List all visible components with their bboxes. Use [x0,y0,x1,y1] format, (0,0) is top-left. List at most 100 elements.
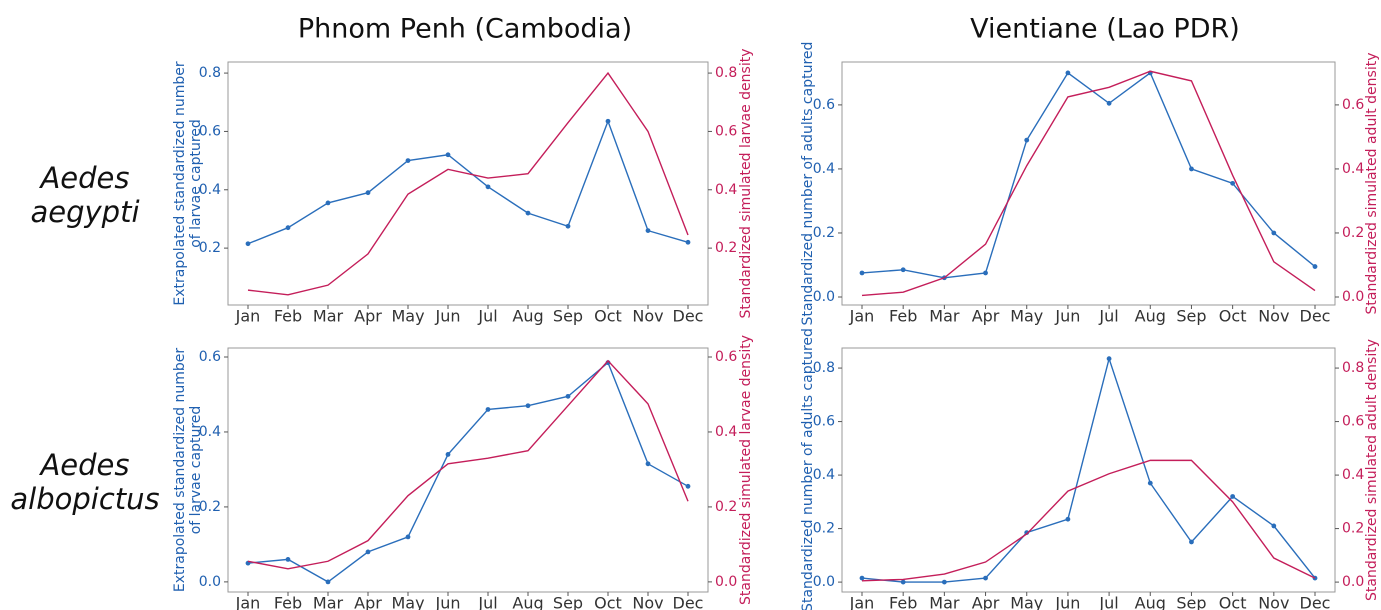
x-tick-label: May [391,307,424,326]
y-tick-label: 0.0 [813,574,835,590]
x-tick-label: Aug [512,594,543,610]
y-tick-label: 0.2 [199,499,221,515]
y2-axis-label: Standardized simulated larvae density [738,49,754,319]
point [1271,523,1277,529]
y-tick-label: 0.6 [813,97,835,113]
y2-tick-label: 0.4 [715,182,737,198]
x-tick-label: Oct [1219,594,1247,610]
y2-tick-label: 0.6 [1342,414,1364,430]
point [645,461,651,467]
x-tick-label: Jan [849,594,875,610]
series-line [861,356,1316,583]
y-tick-label: 0.4 [813,161,835,177]
point [405,158,411,164]
x-tick-label: Jun [435,307,461,326]
point [1106,356,1112,362]
x-tick-label: Apr [354,594,382,610]
y2-tick-label: 0.0 [715,574,737,590]
y-axis-label: Extrapolated standardized number [172,61,188,305]
y2-tick-label: 0.4 [1342,467,1364,483]
y2-axis-label: Standardized simulated adult density [1364,53,1380,315]
x-tick-label: Jun [1054,307,1080,326]
column-title: Phnom Penh (Cambodia) [298,14,632,45]
x-tick-label: Jun [435,594,461,610]
point [1147,480,1153,486]
x-tick-label: Mar [929,594,960,610]
y-tick-label: 0.0 [199,574,221,590]
point [685,239,691,245]
y-tick-label: 0.6 [813,414,835,430]
plot-frame [227,347,709,593]
point [645,228,651,234]
x-tick-label: Mar [313,594,344,610]
point [1024,530,1030,536]
point [900,579,906,585]
y-tick-label: 0.4 [199,424,221,440]
y-axis-label: of larvae captured [188,119,204,248]
point [1024,137,1030,143]
point [1106,100,1112,106]
x-tick-label: Jun [1054,594,1080,610]
y2-tick-label: 0.4 [1342,161,1364,177]
series-line [247,71,689,296]
x-tick-label: Sep [553,594,583,610]
x-tick-label: Sep [1176,307,1206,326]
y2-tick-label: 0.2 [1342,521,1364,537]
point [405,534,411,540]
x-tick-label: Sep [1176,594,1206,610]
x-tick-label: Feb [889,307,917,326]
x-tick-label: Nov [632,594,663,610]
y-axis-label: of larvae captured [188,406,204,535]
x-tick-label: Nov [1258,307,1289,326]
y2-axis-label: Standardized simulated larvae density [738,335,754,605]
x-tick-label: Aug [512,307,543,326]
x-tick-label: Oct [594,307,622,326]
x-tick-label: Sep [553,307,583,326]
point [245,241,251,247]
point [485,184,491,190]
point [325,200,331,206]
y-tick-label: 0.2 [199,240,221,256]
plot-frame [227,61,709,306]
y2-tick-label: 0.8 [1342,360,1364,376]
point [525,210,531,216]
point [900,267,906,273]
x-tick-label: May [1010,594,1043,610]
y2-tick-label: 0.2 [715,240,737,256]
series-line [861,70,1316,297]
x-tick-label: Jul [477,594,497,610]
point [285,556,291,562]
point [983,270,988,276]
x-tick-label: Jul [1098,594,1118,610]
point [365,190,371,196]
y2-tick-label: 0.0 [1342,574,1364,590]
y2-tick-label: 0.2 [715,499,737,515]
x-tick-label: Feb [889,594,917,610]
y2-tick-label: 0.6 [1342,97,1364,113]
x-tick-label: Mar [313,307,344,326]
x-tick-label: Jan [849,307,875,326]
series-line [861,71,1316,279]
point [1189,166,1194,172]
x-tick-label: May [391,594,424,610]
y-tick-label: 0.8 [199,65,221,81]
x-tick-label: Nov [1258,594,1289,610]
point [983,575,988,581]
x-tick-label: May [1010,307,1043,326]
x-tick-label: Oct [594,594,622,610]
y-tick-label: 0.6 [199,349,221,365]
series-line [247,361,689,583]
row-label: aegypti [30,195,139,229]
point [285,225,291,231]
point [1065,70,1071,76]
point [859,270,865,276]
point [1271,230,1277,236]
column-title: Vientiane (Lao PDR) [970,14,1240,45]
y-tick-label: 0.6 [199,123,221,139]
y-tick-label: 0.2 [813,521,835,537]
x-tick-label: Dec [1300,307,1331,326]
row-label: Aedes [38,161,129,195]
x-tick-label: Feb [274,594,302,610]
x-tick-label: Mar [929,307,960,326]
x-tick-label: Feb [274,307,302,326]
